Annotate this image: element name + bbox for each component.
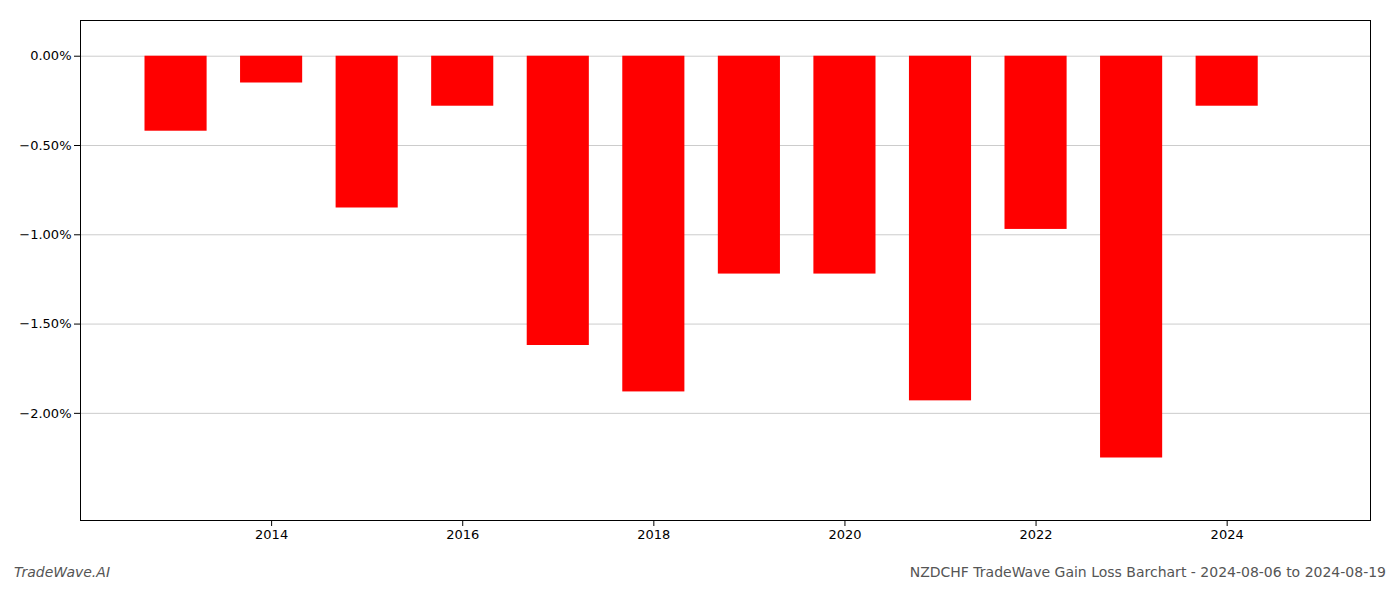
svg-text:−0.50%: −0.50% [19, 138, 71, 153]
svg-text:−1.50%: −1.50% [19, 316, 71, 331]
svg-text:2014: 2014 [255, 527, 288, 542]
svg-text:0.00%: 0.00% [30, 48, 71, 63]
svg-text:2022: 2022 [1020, 527, 1053, 542]
svg-text:2016: 2016 [446, 527, 479, 542]
svg-text:2020: 2020 [828, 527, 861, 542]
svg-text:−2.00%: −2.00% [19, 406, 71, 421]
svg-text:2018: 2018 [637, 527, 670, 542]
html-text:NZDCHF TradeWave Gain Loss Bar: NZDCHF TradeWave Gain Loss Barchart - 20… [909, 564, 1386, 580]
svg-text:2024: 2024 [1211, 527, 1244, 542]
svg-text:−1.00%: −1.00% [19, 227, 71, 242]
html-text:TradeWave.AI: TradeWave.AI [14, 564, 110, 580]
